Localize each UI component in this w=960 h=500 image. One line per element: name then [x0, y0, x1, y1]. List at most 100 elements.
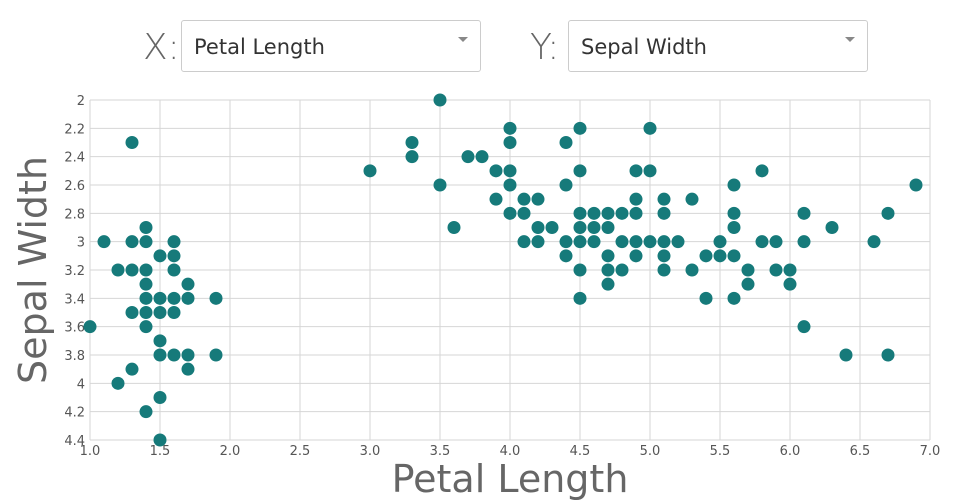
data-point[interactable] [615, 235, 629, 249]
data-point[interactable] [125, 362, 139, 376]
data-point[interactable] [643, 164, 657, 178]
data-point[interactable] [181, 277, 195, 291]
data-point[interactable] [881, 348, 895, 362]
data-point[interactable] [643, 121, 657, 135]
data-point[interactable] [181, 291, 195, 305]
data-point[interactable] [461, 150, 475, 164]
data-point[interactable] [755, 235, 769, 249]
data-point[interactable] [727, 206, 741, 220]
data-point[interactable] [573, 235, 587, 249]
data-point[interactable] [797, 235, 811, 249]
data-point[interactable] [447, 221, 461, 234]
data-point[interactable] [783, 263, 797, 277]
data-point[interactable] [181, 348, 195, 362]
data-point[interactable] [125, 263, 139, 277]
data-point[interactable] [657, 263, 671, 277]
data-point[interactable] [657, 249, 671, 263]
data-point[interactable] [573, 263, 587, 277]
data-point[interactable] [363, 164, 377, 178]
data-point[interactable] [531, 192, 545, 206]
data-point[interactable] [657, 235, 671, 249]
data-point[interactable] [755, 164, 769, 178]
data-point[interactable] [517, 192, 531, 206]
data-point[interactable] [573, 221, 587, 234]
data-point[interactable] [503, 121, 517, 135]
data-point[interactable] [405, 136, 419, 149]
data-point[interactable] [167, 263, 181, 277]
data-point[interactable] [433, 93, 447, 107]
data-point[interactable] [503, 178, 517, 192]
data-point[interactable] [83, 320, 97, 334]
data-point[interactable] [629, 249, 643, 263]
data-point[interactable] [111, 376, 125, 390]
data-point[interactable] [727, 178, 741, 192]
data-point[interactable] [125, 235, 139, 249]
data-point[interactable] [741, 263, 755, 277]
data-point[interactable] [167, 235, 181, 249]
data-point[interactable] [601, 221, 615, 234]
data-point[interactable] [97, 235, 111, 249]
data-point[interactable] [601, 206, 615, 220]
data-point[interactable] [111, 263, 125, 277]
data-point[interactable] [713, 235, 727, 249]
data-point[interactable] [587, 206, 601, 220]
data-point[interactable] [601, 249, 615, 263]
data-point[interactable] [139, 277, 153, 291]
data-point[interactable] [139, 221, 153, 234]
data-point[interactable] [881, 206, 895, 220]
data-point[interactable] [559, 136, 573, 149]
data-point[interactable] [433, 178, 447, 192]
data-point[interactable] [139, 306, 153, 319]
data-point[interactable] [517, 235, 531, 249]
data-point[interactable] [153, 306, 167, 319]
data-point[interactable] [839, 348, 853, 362]
data-point[interactable] [167, 306, 181, 319]
data-point[interactable] [573, 164, 587, 178]
data-point[interactable] [657, 192, 671, 206]
data-point[interactable] [531, 221, 545, 234]
data-point[interactable] [125, 306, 139, 319]
data-point[interactable] [139, 235, 153, 249]
data-point[interactable] [503, 206, 517, 220]
data-point[interactable] [531, 235, 545, 249]
data-point[interactable] [139, 320, 153, 334]
data-point[interactable] [685, 192, 699, 206]
data-point[interactable] [517, 206, 531, 220]
data-point[interactable] [153, 291, 167, 305]
data-point[interactable] [727, 249, 741, 263]
data-point[interactable] [769, 263, 783, 277]
data-point[interactable] [153, 334, 167, 348]
data-point[interactable] [405, 150, 419, 164]
data-point[interactable] [657, 206, 671, 220]
data-point[interactable] [629, 192, 643, 206]
data-point[interactable] [573, 206, 587, 220]
data-point[interactable] [545, 221, 559, 234]
data-point[interactable] [699, 249, 713, 263]
data-point[interactable] [727, 291, 741, 305]
data-point[interactable] [167, 348, 181, 362]
data-point[interactable] [559, 249, 573, 263]
data-point[interactable] [209, 348, 223, 362]
data-point[interactable] [797, 320, 811, 334]
data-point[interactable] [573, 121, 587, 135]
data-point[interactable] [153, 433, 167, 447]
data-point[interactable] [615, 206, 629, 220]
data-point[interactable] [741, 277, 755, 291]
data-point[interactable] [769, 235, 783, 249]
data-point[interactable] [601, 277, 615, 291]
x-variable-select[interactable]: Petal Length [181, 20, 481, 72]
data-point[interactable] [181, 362, 195, 376]
data-point[interactable] [489, 164, 503, 178]
data-point[interactable] [153, 391, 167, 404]
data-point[interactable] [699, 291, 713, 305]
data-point[interactable] [825, 221, 839, 234]
data-point[interactable] [643, 235, 657, 249]
data-point[interactable] [783, 277, 797, 291]
data-point[interactable] [587, 221, 601, 234]
data-point[interactable] [867, 235, 881, 249]
data-point[interactable] [153, 249, 167, 263]
data-point[interactable] [685, 263, 699, 277]
data-point[interactable] [573, 291, 587, 305]
data-point[interactable] [727, 221, 741, 234]
data-point[interactable] [909, 178, 923, 192]
